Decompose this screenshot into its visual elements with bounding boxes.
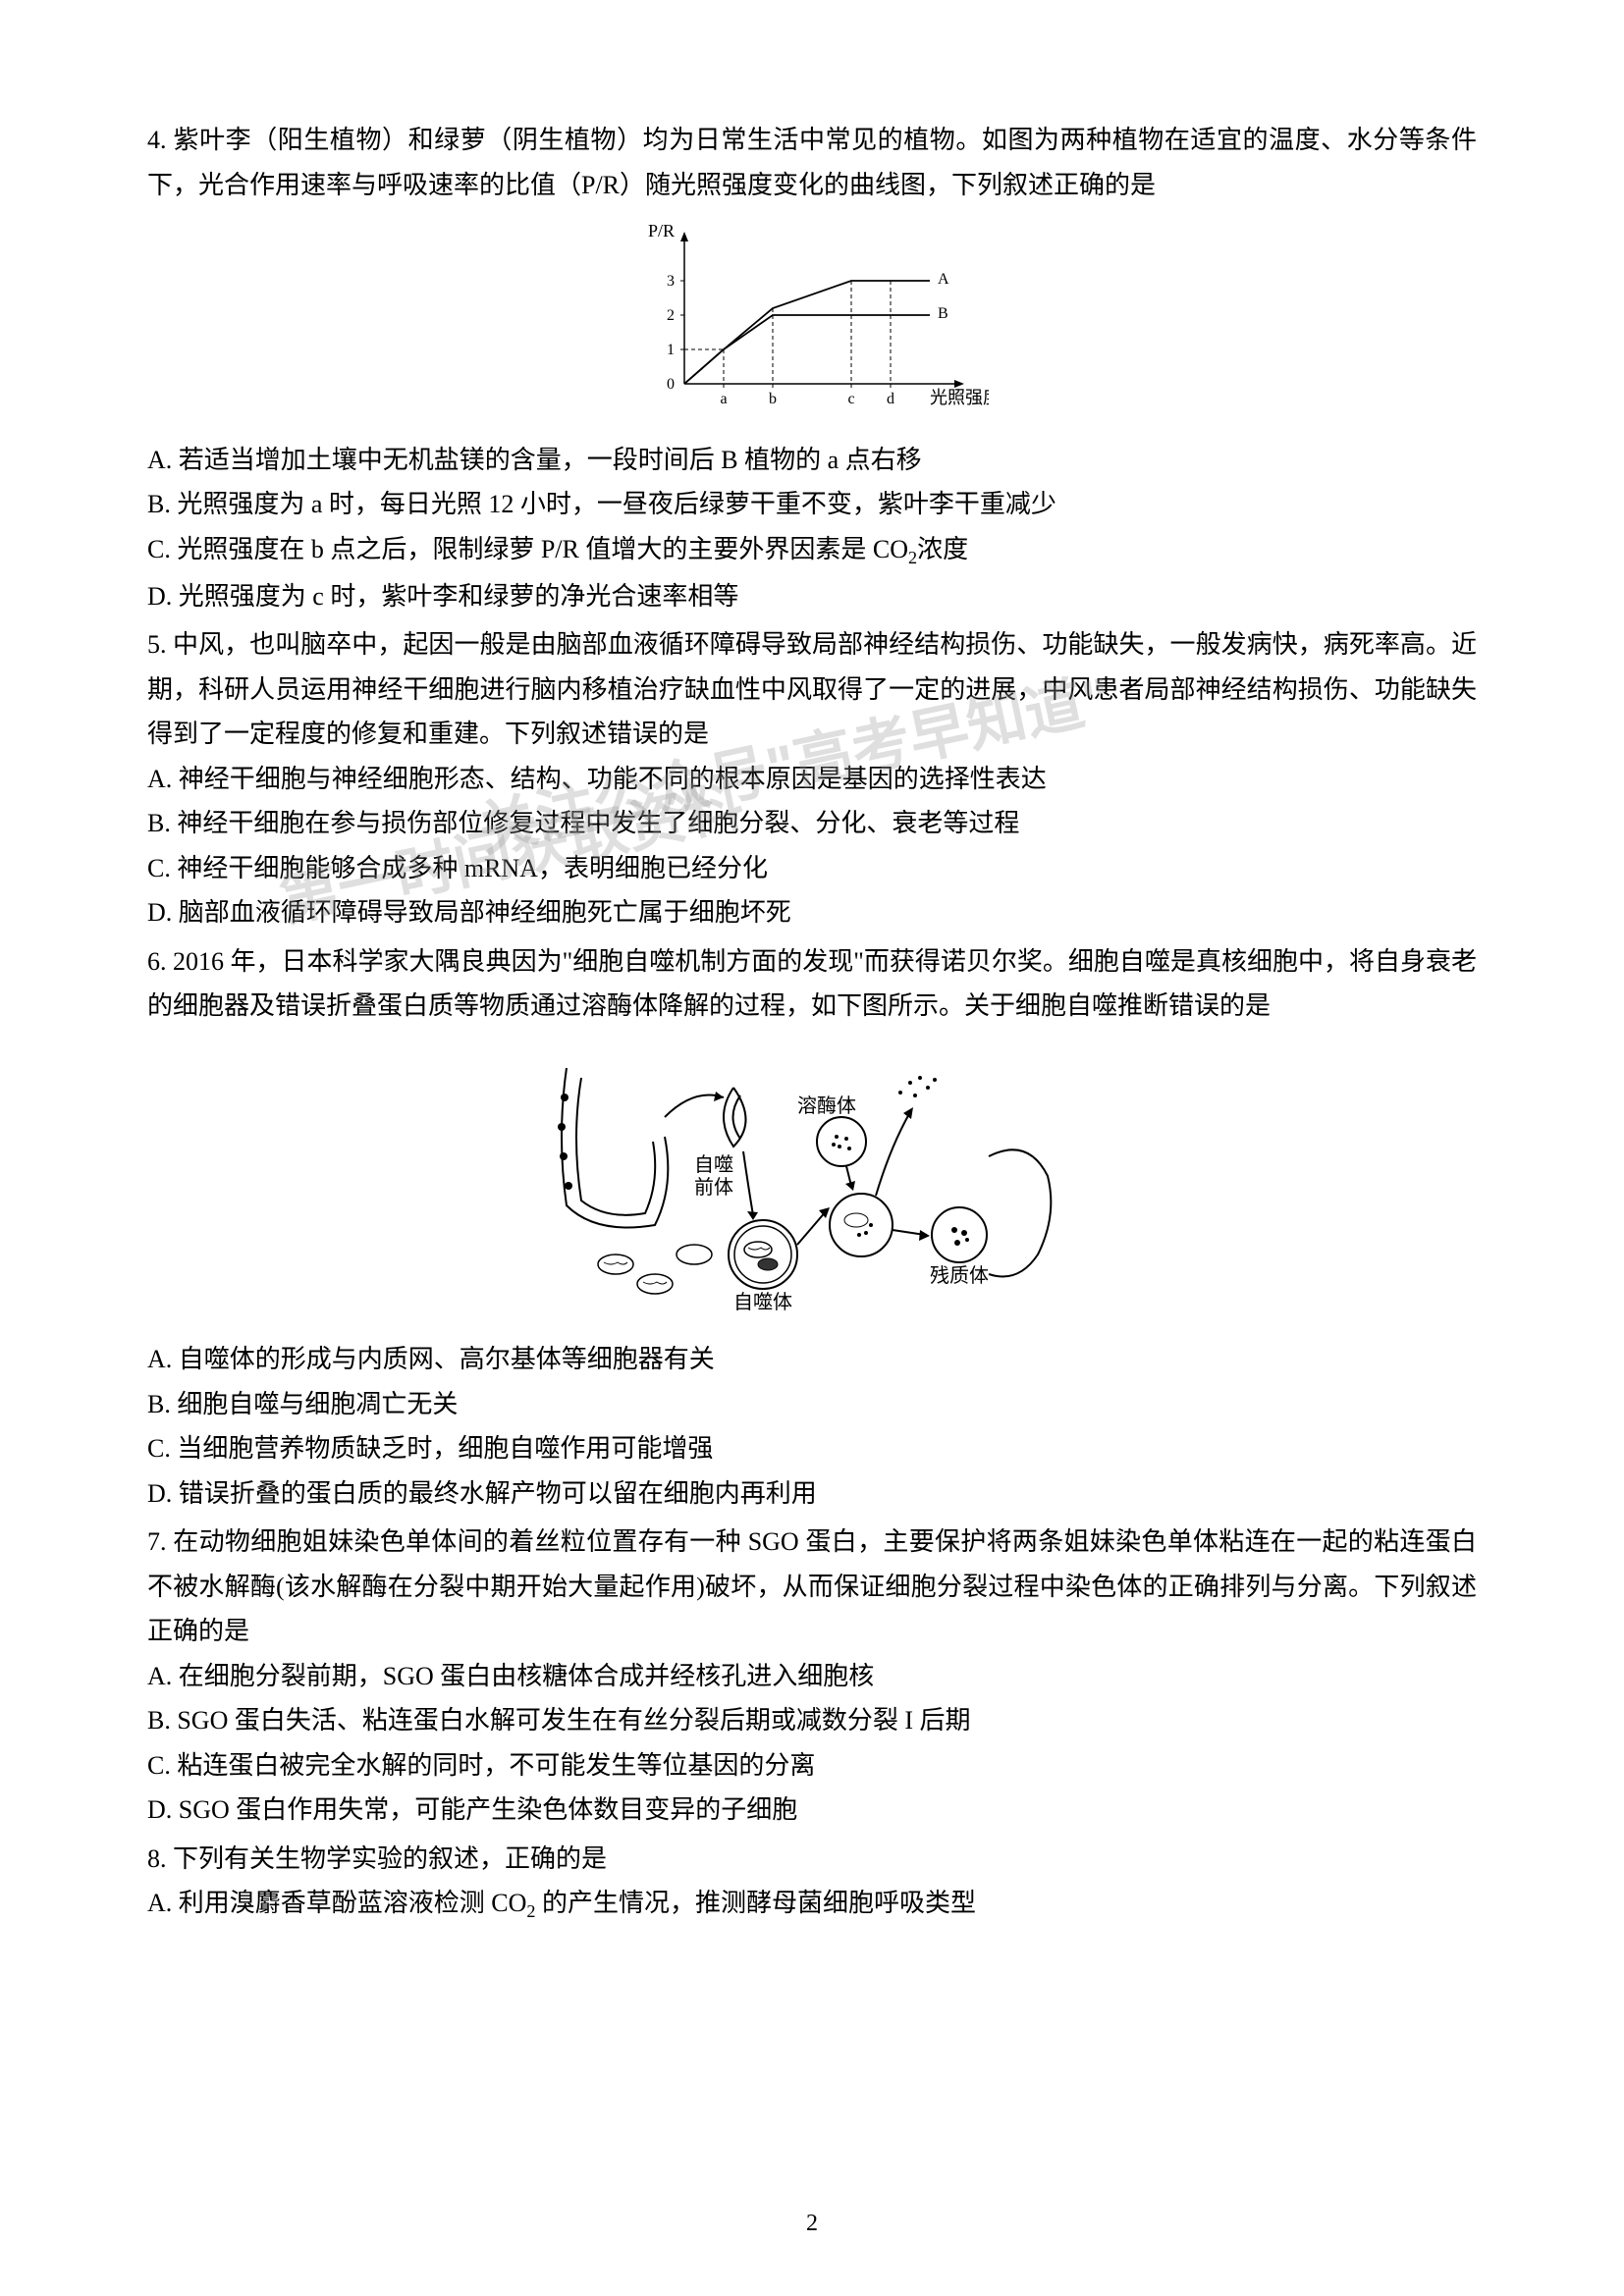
q4-option-d: D. 光照强度为 c 时，紫叶李和绿萝的净光合速率相等: [147, 574, 1477, 619]
q6-option-b: B. 细胞自噬与细胞凋亡无关: [147, 1382, 1477, 1427]
q7-text: 7. 在动物细胞姐妹染色单体间的着丝粒位置存有一种 SGO 蛋白，主要保护将两条…: [147, 1520, 1477, 1654]
q7-option-d: D. SGO 蛋白作用失常，可能产生染色体数目变异的子细胞: [147, 1788, 1477, 1833]
diagram-label-lysosome: 溶酶体: [797, 1095, 856, 1117]
svg-text:前体: 前体: [694, 1176, 733, 1199]
q6-option-d: D. 错误折叠的蛋白质的最终水解产物可以留在细胞内再利用: [147, 1471, 1477, 1517]
q4-option-c: C. 光照强度在 b 点之后，限制绿萝 P/R 值增大的主要外界因素是 CO2浓…: [147, 527, 1477, 574]
q6-text: 6. 2016 年，日本科学家大隅良典因为"细胞自噬机制方面的发现"而获得诺贝尔…: [147, 939, 1477, 1029]
ytick-3: 3: [667, 273, 675, 290]
q7-option-c: C. 粘连蛋白被完全水解的同时，不可能发生等位基因的分离: [147, 1743, 1477, 1789]
xtick-d: d: [887, 391, 894, 407]
q6-option-a: A. 自噬体的形成与内质网、高尔基体等细胞器有关: [147, 1337, 1477, 1382]
xtick-a: a: [720, 391, 727, 407]
diagram-label-autophagosome: 自噬体: [733, 1291, 792, 1313]
question-5: 5. 中风，也叫脑卒中，起因一般是由脑部血液循环障碍导致局部神经结构损伤、功能缺…: [147, 622, 1477, 935]
question-8: 8. 下列有关生物学实验的叙述，正确的是 A. 利用溴麝香草酚蓝溶液检测 CO2…: [147, 1837, 1477, 1929]
q7-option-a: A. 在细胞分裂前期，SGO 蛋白由核糖体合成并经核孔进入细胞核: [147, 1654, 1477, 1699]
diagram-label-residual: 残质体: [930, 1264, 989, 1287]
chart-ylabel: P/R: [648, 221, 675, 240]
chart-xlabel: 光照强度: [930, 388, 989, 407]
q4-text: 4. 紫叶李（阳生植物）和绿萝（阴生植物）均为日常生活中常见的植物。如图为两种植…: [147, 118, 1477, 207]
q5-option-a: A. 神经干细胞与神经细胞形态、结构、功能不同的根本原因是基因的选择性表达: [147, 757, 1477, 802]
q6-option-c: C. 当细胞营养物质缺乏时，细胞自噬作用可能增强: [147, 1426, 1477, 1471]
diagram-label-precursor: 自噬: [694, 1153, 733, 1176]
q5-option-d: D. 脑部血液循环障碍导致局部神经细胞死亡属于细胞坏死: [147, 890, 1477, 935]
document-content: 4. 紫叶李（阳生植物）和绿萝（阴生植物）均为日常生活中常见的植物。如图为两种植…: [147, 118, 1477, 1928]
q5-text: 5. 中风，也叫脑卒中，起因一般是由脑部血液循环障碍导致局部神经结构损伤、功能缺…: [147, 622, 1477, 757]
q5-option-b: B. 神经干细胞在参与损伤部位修复过程中发生了细胞分裂、分化、衰老等过程: [147, 801, 1477, 846]
question-6: 6. 2016 年，日本科学家大隅良典因为"细胞自噬机制方面的发现"而获得诺贝尔…: [147, 939, 1477, 1517]
q8-option-a: A. 利用溴麝香草酚蓝溶液检测 CO2 的产生情况，推测酵母菌细胞呼吸类型: [147, 1881, 1477, 1928]
q4-option-b: B. 光照强度为 a 时，每日光照 12 小时，一昼夜后绿萝干重不变，紫叶李干重…: [147, 482, 1477, 527]
q4-option-a: A. 若适当增加土壤中无机盐镁的含量，一段时间后 B 植物的 a 点右移: [147, 438, 1477, 483]
xtick-b: b: [769, 391, 777, 407]
page-number: 2: [806, 2211, 818, 2237]
q5-option-c: C. 神经干细胞能够合成多种 mRNA，表明细胞已经分化: [147, 846, 1477, 891]
line-b-label: B: [938, 305, 948, 322]
q4-chart: P/R 0 1 2 3 a b c d 光照强度: [635, 217, 989, 413]
q6-diagram: 自噬 前体 自噬体: [537, 1039, 1087, 1313]
q8-text: 8. 下列有关生物学实验的叙述，正确的是: [147, 1837, 1477, 1882]
ytick-2: 2: [667, 307, 675, 324]
question-4: 4. 紫叶李（阳生植物）和绿萝（阴生植物）均为日常生活中常见的植物。如图为两种植…: [147, 118, 1477, 618]
question-7: 7. 在动物细胞姐妹染色单体间的着丝粒位置存有一种 SGO 蛋白，主要保护将两条…: [147, 1520, 1477, 1833]
q6-diagram-container: 自噬 前体 自噬体: [147, 1039, 1477, 1328]
line-a-label: A: [938, 271, 949, 288]
ytick-0: 0: [667, 376, 675, 393]
q7-option-b: B. SGO 蛋白失活、粘连蛋白水解可发生在有丝分裂后期或减数分裂 I 后期: [147, 1698, 1477, 1743]
q4-chart-container: P/R 0 1 2 3 a b c d 光照强度: [147, 217, 1477, 428]
ytick-1: 1: [667, 342, 675, 358]
xtick-c: c: [847, 391, 854, 407]
